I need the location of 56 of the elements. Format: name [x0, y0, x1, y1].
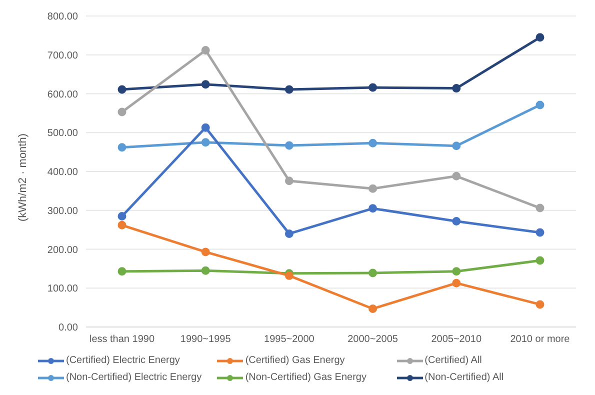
legend-label: (Non-Certified) Gas Energy	[245, 372, 366, 383]
y-tick-label: 0.00	[58, 322, 78, 334]
x-tick-label: 2000~2005	[348, 334, 398, 346]
point	[368, 184, 378, 193]
point	[284, 176, 294, 186]
y-tick-label: 400.00	[47, 167, 78, 178]
point	[368, 268, 378, 278]
point	[118, 220, 126, 230]
point	[368, 138, 378, 148]
y-tick-label: 700.00	[47, 50, 78, 62]
point	[284, 229, 294, 238]
y-tick-label: 600.00	[47, 89, 78, 100]
point	[368, 204, 378, 213]
point	[536, 228, 544, 237]
point	[118, 108, 126, 116]
x-tick-label: 2005~2010	[431, 334, 482, 346]
point	[284, 141, 294, 150]
point	[452, 267, 461, 276]
point	[284, 85, 294, 94]
x-tick-label: 1990~1995	[180, 334, 232, 346]
point	[118, 85, 126, 94]
point	[536, 204, 544, 212]
point	[452, 217, 461, 226]
point	[536, 256, 544, 265]
x-tick-label: 1995~2000	[264, 334, 315, 346]
point	[368, 304, 378, 313]
y-tick-label: 100.00	[47, 284, 78, 295]
point	[452, 172, 461, 180]
point	[201, 123, 210, 132]
point	[536, 33, 544, 42]
y-tick-label: 800.00	[47, 12, 78, 23]
point	[452, 278, 461, 288]
point	[201, 138, 210, 147]
x-tick-label: 2010 or more	[510, 334, 570, 346]
point	[118, 143, 126, 152]
point	[201, 266, 210, 275]
y-tick-label: 500.00	[47, 128, 78, 140]
point	[201, 80, 210, 89]
y-tick-label: 200.00	[47, 244, 78, 256]
y-tick-label: 300.00	[47, 206, 78, 217]
point	[536, 100, 544, 110]
point	[118, 212, 126, 220]
legend-label: (Certified) Electric Energy	[66, 355, 180, 366]
point	[118, 267, 126, 276]
x-tick-label: less than 1990	[89, 334, 155, 346]
legend-label: (Certified) All	[424, 355, 482, 366]
point	[452, 142, 461, 150]
point	[201, 248, 210, 256]
point	[368, 83, 378, 92]
legend-label: (Non-Certified) All	[424, 372, 504, 383]
y-axis-title: (kWh/m2 · month)	[16, 133, 29, 222]
point	[201, 46, 210, 54]
point	[452, 84, 461, 93]
point	[536, 300, 544, 309]
legend-label: (Non-Certified) Electric Energy	[66, 372, 202, 383]
legend-label: (Certified) Gas Energy	[245, 355, 345, 366]
